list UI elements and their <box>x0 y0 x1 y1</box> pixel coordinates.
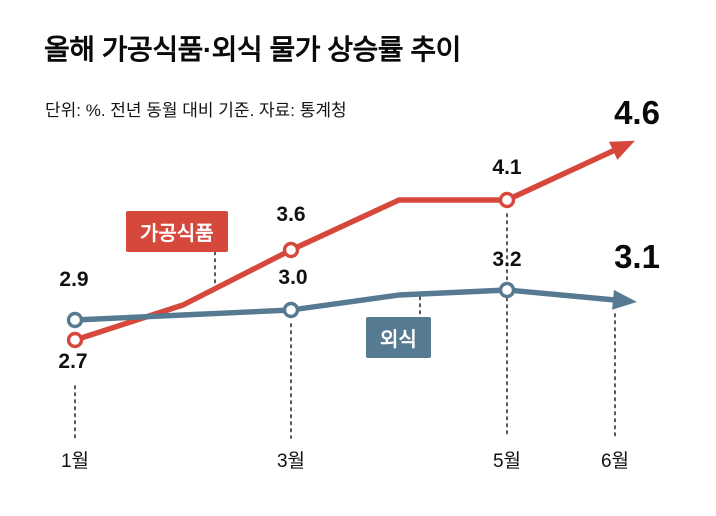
value-label-dining-may: 3.2 <box>492 248 522 271</box>
data-point-marker <box>282 241 300 259</box>
value-label-dining-jan: 2.9 <box>59 268 89 291</box>
series-label-processed-food: 가공식품 <box>126 211 228 252</box>
processed-food-line <box>72 147 618 343</box>
processed-food-arrowhead <box>608 140 635 160</box>
chart-title: 올해 가공식품·외식 물가 상승률 추이 <box>44 34 461 65</box>
value-label-dining-mar: 3.0 <box>278 266 308 289</box>
data-point-marker <box>66 311 84 329</box>
x-tick-jun: 6월 <box>600 451 630 472</box>
data-point-marker <box>66 331 84 349</box>
dining-out-line <box>72 287 618 323</box>
x-tick-mar: 3월 <box>276 451 306 472</box>
value-label-processed-may: 4.1 <box>492 156 522 179</box>
x-tick-jan: 1월 <box>60 451 90 472</box>
x-tick-may: 5월 <box>492 451 522 472</box>
end-value-dining-jun: 3.1 <box>614 238 660 275</box>
end-value-processed-jun: 4.6 <box>614 94 660 131</box>
chart-subtitle: 단위: %. 전년 동월 대비 기준. 자료: 통계청 <box>45 101 347 120</box>
dining-out-arrowhead <box>612 289 637 310</box>
value-label-processed-jan: 2.7 <box>58 350 88 373</box>
series-label-dining-out: 외식 <box>366 317 431 358</box>
data-point-marker <box>498 191 516 209</box>
data-point-marker <box>282 301 300 319</box>
data-point-marker <box>498 281 516 299</box>
value-label-processed-mar: 3.6 <box>276 203 306 226</box>
